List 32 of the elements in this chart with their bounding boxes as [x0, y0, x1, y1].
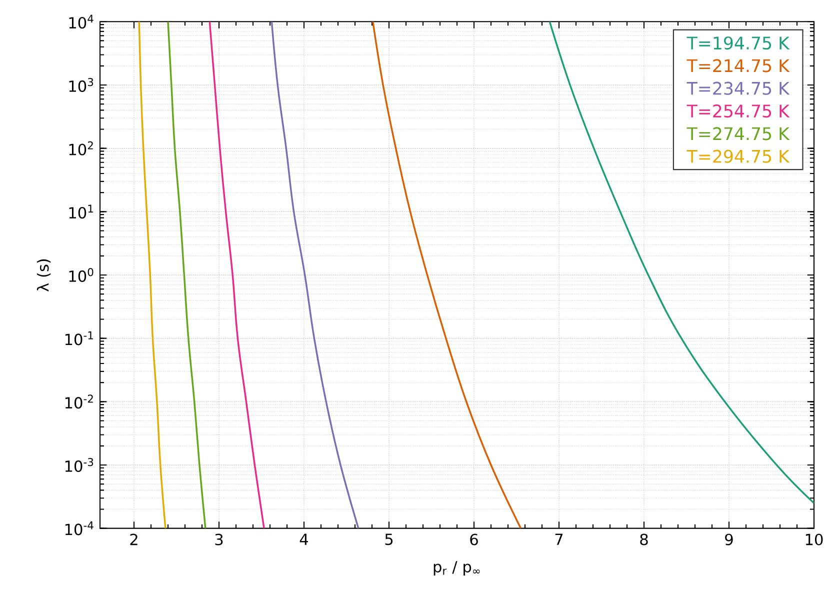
text: T=234.75 K — [686, 82, 790, 95]
y-tick-label: 10$^{3}$ — [69, 78, 94, 92]
text: T=294.75 K — [686, 150, 790, 163]
x-axis-title: p$_{r}$ / p$_{∞}$ — [434, 561, 480, 576]
y-tick-label: 10$^{-4}$ — [65, 521, 94, 536]
line-series — [138, 22, 166, 528]
x-tick-label: 9 — [725, 534, 733, 546]
y-tick-label: 10$^{-1}$ — [65, 331, 93, 346]
x-tick-label: 6 — [470, 534, 478, 546]
line-series — [167, 22, 206, 528]
y-axis-title: λ (s) — [36, 259, 51, 292]
x-tick-label: 2 — [130, 534, 138, 546]
y-tick-label: 10$^{-3}$ — [65, 458, 94, 472]
text: T=194.75 K — [686, 36, 790, 50]
text: T=274.75 K — [686, 127, 790, 140]
line-series — [270, 22, 360, 528]
x-tick-label: 10 — [806, 534, 823, 546]
text: T=214.75 K — [686, 59, 790, 72]
x-tick-label: 7 — [555, 534, 563, 545]
line-series — [208, 22, 265, 528]
x-tick-label: 5 — [385, 534, 393, 546]
y-tick-label: 10$^{1}$ — [69, 204, 93, 219]
y-tick-label: 10$^{2}$ — [69, 141, 93, 156]
y-tick-label: 10$^{4}$ — [69, 14, 94, 29]
text: T=254.75 K — [686, 104, 790, 118]
y-tick-label: 10$^{-2}$ — [65, 394, 93, 409]
x-tick-label: 3 — [215, 534, 223, 546]
x-tick-label: 4 — [300, 534, 308, 545]
y-tick-label: 10$^{0}$ — [69, 268, 94, 282]
x-tick-label: 8 — [640, 534, 648, 546]
line-series — [548, 22, 814, 504]
line-series — [372, 22, 522, 528]
